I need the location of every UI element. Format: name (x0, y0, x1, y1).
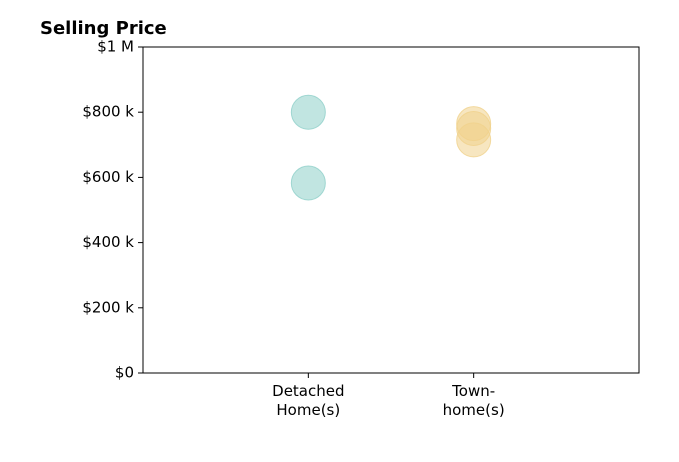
plot-frame (142, 46, 640, 374)
y-tick-label: $800 k (82, 103, 134, 121)
x-tick-label: Detached Home(s) (272, 382, 345, 419)
point (456, 122, 492, 158)
y-tick-label: $0 (115, 364, 134, 382)
chart-title: Selling Price (40, 18, 167, 39)
y-tick-label: $600 k (82, 168, 134, 186)
x-tick-label: Town- home(s) (442, 382, 505, 419)
y-tick-label: $1 M (97, 38, 134, 56)
point (290, 165, 326, 201)
y-tick-label: $200 k (82, 298, 134, 316)
y-tick-label: $400 k (82, 233, 134, 251)
point (290, 94, 326, 130)
